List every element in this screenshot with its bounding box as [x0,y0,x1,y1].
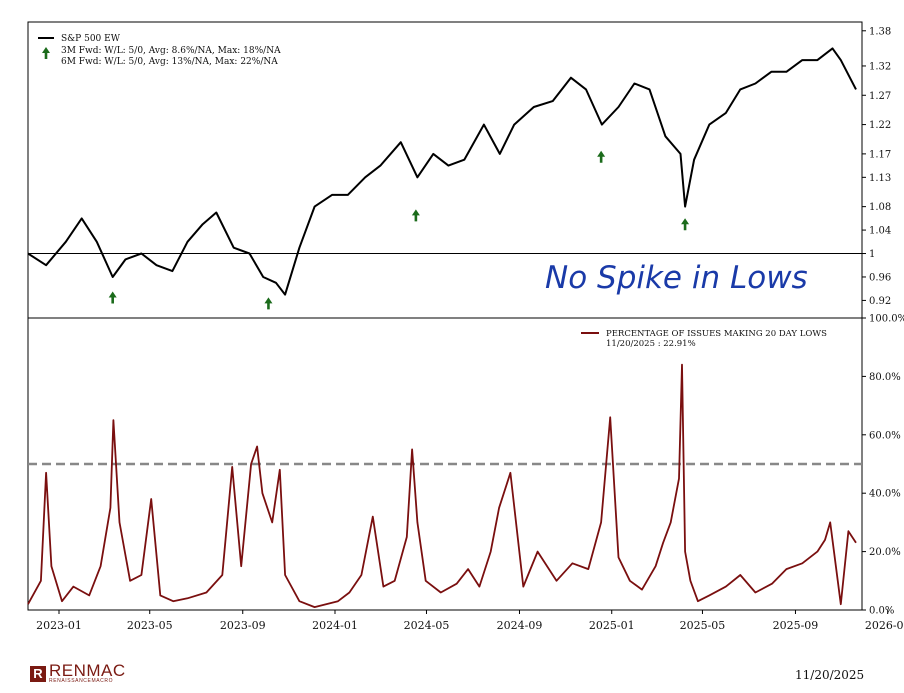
pct-20-day-lows-line [27,363,857,608]
logo-text: RENMAC RENAISSANCEMACRO [49,661,126,684]
legend-label-20day-lows: PERCENTAGE OF ISSUES MAKING 20 DAY LOWS [606,329,827,339]
top-y-tick-label: 1.38 [869,26,891,37]
top-y-tick-label: 0.92 [869,296,891,307]
bottom-y-tick-label: 20.0% [869,547,901,558]
renmac-logo: R RENMAC RENAISSANCEMACRO [30,661,126,684]
signal-arrow [108,291,117,304]
top-y-tick-label: 1 [869,249,875,260]
legend-label-latest-value: 11/20/2025 : 22.91% [606,339,696,349]
x-tick-label: 2025-05 [680,619,726,632]
bottom-y-tick-label: 60.0% [869,430,901,441]
top-y-tick-label: 1.04 [869,226,891,237]
logo-name: RENMAC [49,661,126,680]
x-tick-label: 2023-01 [36,619,82,632]
x-tick-label: 2026-01 [865,619,904,632]
footer-date: 11/20/2025 [795,668,865,682]
annotation-layer: No Spike in Lows [545,260,808,296]
top-y-tick-label: 1.27 [869,91,891,102]
legend-label-sp500: S&P 500 EW [61,34,121,44]
bottom-legend: PERCENTAGE OF ISSUES MAKING 20 DAY LOWS1… [581,329,827,349]
top-panel: 0.92 0.96 1 1.04 1.08 1.13 1.17 1.22 1.27 1.32 1.3… [27,26,891,310]
top-y-tick-label: 1.32 [869,61,891,72]
bottom-panel: 0.0% 20.0% 40.0% 60.0% 80.0% 100.0% [27,314,904,617]
top-legend: S&P 500 EW 3M Fwd: W/L: 5/0, Avg: 8.6%/NA… [38,34,281,67]
legend-label-6m: 6M Fwd: W/L: 5/0, Avg: 13%/NA, Max: 22%/… [61,57,278,67]
bottom-y-tick-label: 100.0% [869,314,904,325]
legend-marker-arrow [42,47,50,59]
x-tick-label: 2024-01 [312,619,358,632]
top-y-tick-label: 1.17 [869,149,891,160]
bottom-y-tick-label: 40.0% [869,489,901,500]
top-y-tick-label: 1.08 [869,202,891,213]
x-tick-label: 2025-01 [589,619,635,632]
legend-label-3m: 3M Fwd: W/L: 5/0, Avg: 8.6%/NA, Max: 18%… [61,46,281,56]
top-y-tick-label: 1.13 [869,173,891,184]
signal-arrow [681,218,690,231]
signal-arrow [264,297,273,310]
handwritten-annotation: No Spike in Lows [545,260,808,296]
bottom-y-tick-label: 80.0% [869,372,901,383]
logo-mark: R [30,665,46,682]
x-tick-label: 2023-05 [127,619,173,632]
x-tick-label: 2023-09 [220,619,266,632]
logo-subtitle: RENAISSANCEMACRO [49,678,114,684]
top-y-tick-label: 0.96 [869,272,891,283]
bottom-y-tick-label: 0.0% [869,606,894,617]
x-axis: 2023-01 2023-05 2023-09 2024-01 2024-05 2024-… [36,610,904,632]
x-tick-label: 2024-05 [404,619,450,632]
sp500-ew-line [27,47,857,296]
signal-arrow [411,209,420,222]
x-tick-label: 2024-09 [497,619,543,632]
x-tick-label: 2025-09 [773,619,819,632]
signal-arrow [597,150,606,163]
top-y-tick-label: 1.22 [869,120,891,131]
